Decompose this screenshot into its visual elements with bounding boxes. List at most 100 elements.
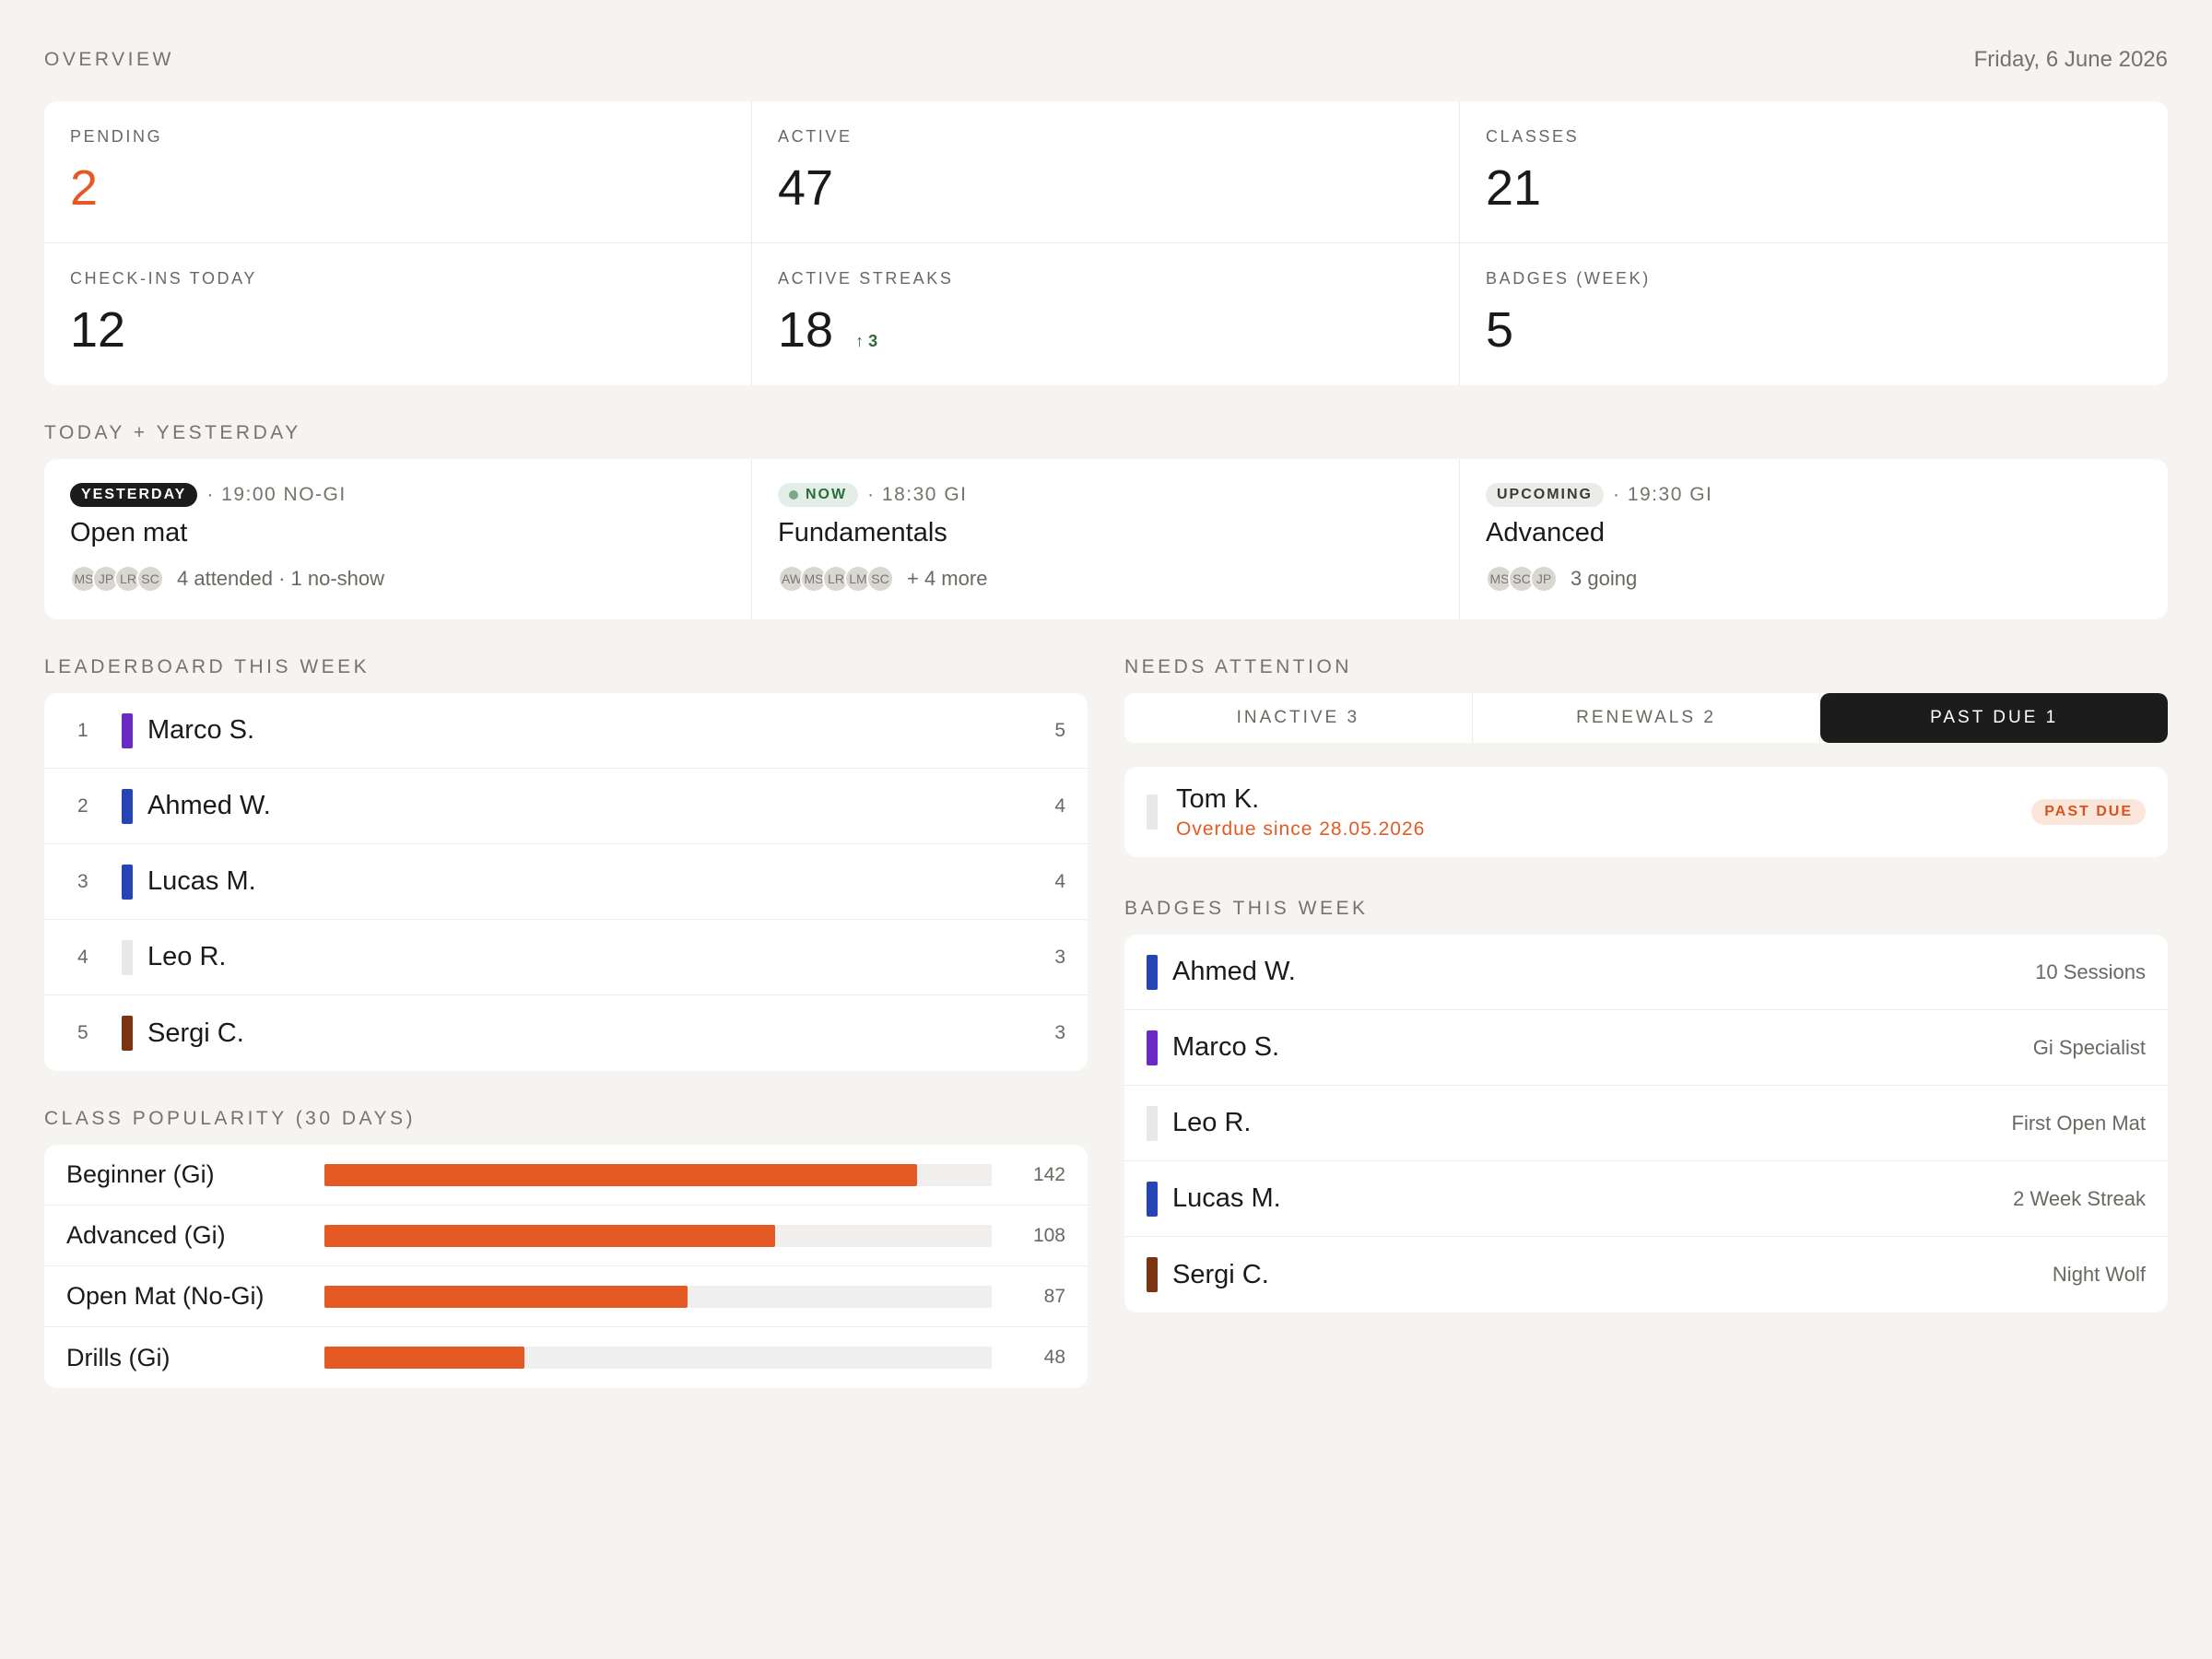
attention-label: NEEDS ATTENTION — [1124, 656, 1352, 677]
badge-name: First Open Mat — [2011, 1111, 2146, 1135]
leaderboard-row[interactable]: 2 Ahmed W. 4 — [44, 769, 1088, 844]
leaderboard-row[interactable]: 3 Lucas M. 4 — [44, 844, 1088, 920]
stat-label: CLASSES — [1486, 127, 1580, 146]
badge-row[interactable]: Lucas M. 2 Week Streak — [1124, 1161, 2168, 1237]
attendance-summary[interactable]: + 4 more — [907, 567, 988, 590]
session-upcoming[interactable]: UPCOMING · 19:30 GI Advanced MS SC JP 3 … — [1460, 459, 2168, 619]
stat-label: CHECK-INS TODAY — [70, 269, 258, 288]
score: 5 — [1054, 719, 1065, 741]
belt-color-tag — [1147, 954, 1158, 990]
popularity-bar-track — [324, 1224, 992, 1247]
leaderboard-row[interactable]: 1 Marco S. 5 — [44, 693, 1088, 769]
stat-checkins-today[interactable]: CHECK-INS TODAY 12 — [44, 243, 752, 385]
stat-badges-week[interactable]: BADGES (WEEK) 5 — [1460, 243, 2168, 385]
session-title: Open mat — [70, 518, 188, 547]
member-name: Marco S. — [1172, 1032, 1280, 1062]
rank: 1 — [77, 719, 88, 741]
popularity-row[interactable]: Drills (Gi) 48 — [44, 1327, 1088, 1388]
stat-value: 21 — [1486, 160, 1542, 216]
stat-value: 18 — [778, 302, 834, 358]
rank: 4 — [77, 946, 88, 968]
right-column: NEEDS ATTENTION INACTIVE 3 RENEWALS 2 PA… — [1124, 656, 2168, 1388]
status-badge-label: NOW — [806, 487, 848, 502]
leaderboard-row[interactable]: 4 Leo R. 3 — [44, 920, 1088, 995]
session-time: · 19:30 GI — [1613, 484, 1713, 505]
popularity-value: 108 — [1032, 1224, 1065, 1246]
badge-row[interactable]: Leo R. First Open Mat — [1124, 1086, 2168, 1161]
member-name: Sergi C. — [147, 1018, 244, 1048]
popularity-bar — [324, 1347, 525, 1369]
badge-row[interactable]: Ahmed W. 10 Sessions — [1124, 935, 2168, 1010]
avatar-group: AW MS LR LM SC — [778, 565, 894, 593]
stat-value: 5 — [1486, 302, 1514, 358]
session-now[interactable]: NOW · 18:30 GI Fundamentals AW MS LR LM … — [752, 459, 1460, 619]
belt-color-tag — [122, 939, 133, 975]
stat-value-wrap: 18 ↑ 3 — [778, 301, 1433, 359]
stat-label: BADGES (WEEK) — [1486, 269, 1651, 288]
stat-value: 47 — [778, 160, 834, 216]
popularity-bar-track — [324, 1285, 992, 1308]
badge-row[interactable]: Marco S. Gi Specialist — [1124, 1010, 2168, 1086]
belt-color-tag — [1147, 1181, 1158, 1217]
popularity-label: CLASS POPULARITY (30 DAYS) — [44, 1108, 416, 1129]
belt-color-tag — [122, 788, 133, 824]
left-column: LEADERBOARD THIS WEEK 1 Marco S. 5 2 Ahm… — [44, 656, 1088, 1388]
badge-row[interactable]: Sergi C. Night Wolf — [1124, 1237, 2168, 1312]
stat-label: ACTIVE — [778, 127, 853, 146]
popularity-value: 142 — [1032, 1163, 1065, 1185]
stat-value: 12 — [70, 302, 126, 358]
badge-name: 10 Sessions — [2035, 959, 2146, 983]
stat-pending[interactable]: PENDING 2 — [44, 101, 752, 243]
session-meta: NOW · 18:30 GI — [778, 481, 1433, 509]
member-name: Leo R. — [1172, 1108, 1252, 1137]
tab-renewals[interactable]: RENEWALS 2 — [1473, 693, 1821, 743]
score: 3 — [1054, 946, 1065, 968]
popularity-row[interactable]: Beginner (Gi) 142 — [44, 1145, 1088, 1206]
badges-list: Ahmed W. 10 Sessions Marco S. Gi Special… — [1124, 935, 2168, 1312]
belt-color-tag — [122, 864, 133, 900]
stat-label: ACTIVE STREAKS — [778, 269, 954, 288]
session-title: Advanced — [1486, 518, 1605, 547]
rank: 3 — [77, 870, 88, 892]
attention-text: Tom K. Overdue since 28.05.2026 — [1176, 784, 2031, 841]
belt-color-tag — [1147, 1030, 1158, 1065]
status-badge: NOW — [778, 483, 859, 507]
attention-item[interactable]: Tom K. Overdue since 28.05.2026 PAST DUE — [1124, 767, 2168, 857]
leaderboard-row[interactable]: 5 Sergi C. 3 — [44, 995, 1088, 1071]
session-attendance: AW MS LR LM SC + 4 more — [778, 565, 1433, 593]
leaderboard-label: LEADERBOARD THIS WEEK — [44, 656, 371, 677]
badge-name: 2 Week Streak — [2013, 1186, 2146, 1210]
avatar: LM — [844, 565, 872, 593]
stat-active-streaks[interactable]: ACTIVE STREAKS 18 ↑ 3 — [752, 243, 1460, 385]
stat-active[interactable]: ACTIVE 47 — [752, 101, 1460, 243]
session-meta: YESTERDAY · 19:00 NO-GI — [70, 481, 725, 509]
attention-tabs: INACTIVE 3 RENEWALS 2 PAST DUE 1 — [1124, 693, 2168, 743]
member-name: Sergi C. — [1172, 1259, 1269, 1289]
belt-color-tag — [122, 712, 133, 748]
popularity-row[interactable]: Advanced (Gi) 108 — [44, 1206, 1088, 1266]
avatar: SC — [136, 565, 164, 593]
score: 4 — [1054, 870, 1065, 892]
status-badge: UPCOMING — [1486, 483, 1604, 507]
session-attendance: MS JP LR SC 4 attended · 1 no-show — [70, 565, 725, 593]
leaderboard: 1 Marco S. 5 2 Ahmed W. 4 3 Lucas M. 4 — [44, 693, 1088, 1071]
rank: 2 — [77, 794, 88, 817]
overview-label: OVERVIEW — [44, 49, 174, 70]
belt-color-tag — [1147, 794, 1158, 830]
avatar: SC — [866, 565, 894, 593]
popularity-bar — [324, 1224, 775, 1247]
class-name: Open Mat (No-Gi) — [66, 1282, 265, 1310]
stat-classes[interactable]: CLASSES 21 — [1460, 101, 2168, 243]
session-yesterday[interactable]: YESTERDAY · 19:00 NO-GI Open mat MS JP L… — [44, 459, 752, 619]
badge-name: Night Wolf — [2052, 1263, 2146, 1286]
tab-past-due[interactable]: PAST DUE 1 — [1820, 693, 2168, 743]
sessions-label: TODAY + YESTERDAY — [44, 422, 301, 443]
badges-label: BADGES THIS WEEK — [1124, 898, 1369, 919]
tab-inactive[interactable]: INACTIVE 3 — [1124, 693, 1473, 743]
class-name: Advanced (Gi) — [66, 1221, 226, 1249]
popularity-row[interactable]: Open Mat (No-Gi) 87 — [44, 1266, 1088, 1327]
session-meta: UPCOMING · 19:30 GI — [1486, 481, 2142, 509]
session-attendance: MS SC JP 3 going — [1486, 565, 2142, 593]
avatar: LR — [114, 565, 142, 593]
attendance-summary: 3 going — [1571, 567, 1638, 590]
